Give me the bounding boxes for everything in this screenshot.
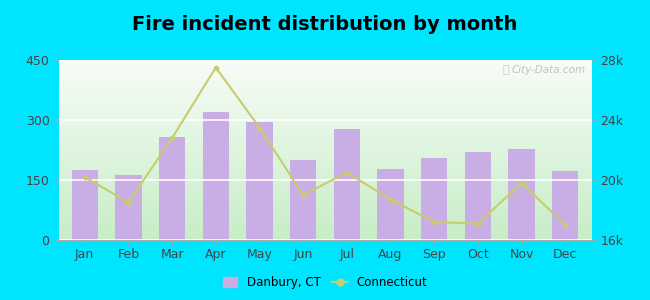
Bar (290, 160, 317, 240)
Text: Fire incident distribution by month: Fire incident distribution by month (133, 15, 517, 34)
Bar (246, 122, 272, 240)
Bar (115, 175, 142, 240)
Text: City-Data.com: City-Data.com (512, 65, 586, 75)
Bar (72, 170, 98, 240)
Bar (159, 137, 185, 240)
Bar (421, 158, 447, 240)
Bar (465, 152, 491, 240)
Bar (552, 171, 578, 240)
Bar (378, 169, 404, 240)
Bar (333, 129, 360, 240)
Legend: Danbury, CT, Connecticut: Danbury, CT, Connecticut (218, 272, 432, 294)
Bar (203, 112, 229, 240)
Text: ⓘ: ⓘ (502, 65, 509, 75)
Bar (508, 149, 535, 240)
